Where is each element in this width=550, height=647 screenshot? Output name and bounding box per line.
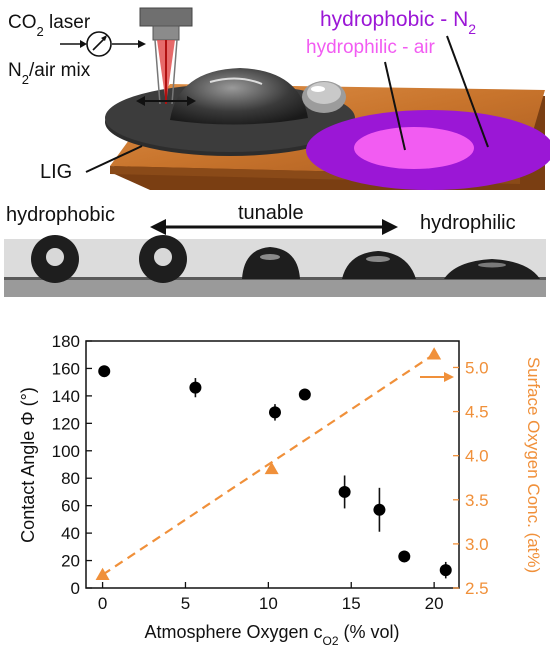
droplet-3: [242, 247, 300, 279]
tunable-arrow: [150, 219, 398, 235]
laser-label: CO2 laser: [8, 12, 91, 39]
y2-tick-label-4: 4.5: [465, 403, 489, 422]
y-tick-label-6: 120: [52, 414, 80, 433]
wettability-pattern: [306, 110, 550, 190]
contact-angle-point-3: [298, 388, 311, 401]
y-tick-label-1: 20: [61, 552, 80, 571]
droplet-4: [342, 251, 416, 279]
x-tick-label-1: 5: [181, 594, 190, 613]
small-droplet: [302, 81, 346, 113]
x-axis-ticks: 0 5 10 15 20: [98, 582, 444, 613]
y2-tick-label-5: 5.0: [465, 358, 489, 377]
y-tick-label-2: 40: [61, 524, 80, 543]
hydrophilic-label: hydrophilic - air: [306, 37, 435, 58]
y-axis-ticks: 0 20 40 60 80 100 120 140 160 180: [52, 332, 92, 598]
y-tick-label-5: 100: [52, 442, 80, 461]
y-tick-label-9: 180: [52, 332, 80, 351]
surface-oxygen-point-1: [264, 461, 279, 475]
x-tick-label-0: 0: [98, 594, 107, 613]
contact-angle-point-0: [98, 365, 111, 378]
x-tick-label-2: 10: [259, 594, 278, 613]
y-tick-label-7: 140: [52, 387, 80, 406]
hydrophobic-label: hydrophobic - N2: [320, 8, 476, 37]
laser-head: [139, 7, 193, 105]
contact-angle-series: [98, 365, 452, 579]
x-tick-label-3: 15: [342, 594, 361, 613]
droplet-strip: hydrophobic tunable hydrophilic: [4, 202, 546, 297]
contact-angle-point-7: [439, 564, 452, 577]
droplet-2: [139, 235, 187, 283]
droplet-5: [444, 259, 540, 279]
y-axis-label: Contact Angle Φ (°): [18, 387, 38, 543]
large-droplet: [170, 68, 308, 125]
gas-inlet: [60, 40, 146, 48]
y2-tick-label-1: 3.0: [465, 535, 489, 554]
contact-angle-point-6: [398, 550, 411, 563]
scan-arrow: [136, 96, 196, 106]
y2-tick-label-0: 2.5: [465, 579, 489, 598]
y-tick-label-8: 160: [52, 359, 80, 378]
y2-axis-indicator-arrow: [420, 372, 454, 382]
y-tick-label-0: 0: [71, 579, 80, 598]
y2-tick-label-2: 3.5: [465, 491, 489, 510]
y-tick-label-3: 60: [61, 497, 80, 516]
pressure-gauge-icon: [86, 31, 112, 57]
tunable-caption: tunable: [238, 202, 304, 224]
contact-angle-point-4: [338, 485, 351, 498]
lig-label: LIG: [40, 161, 72, 183]
surface-oxygen-point-2: [427, 347, 442, 360]
hydrophobic-caption: hydrophobic: [6, 204, 115, 226]
gas-label: N2/air mix: [8, 60, 91, 87]
surface-oxygen-point-0: [95, 567, 110, 581]
y-tick-label-4: 80: [61, 469, 80, 488]
y2-axis-label: Surface Oxygen Conc. (at%): [524, 357, 543, 573]
y2-axis-ticks: 2.5 3.0 3.5 4.0 4.5 5.0: [453, 358, 489, 598]
surface-oxygen-trendline: [101, 353, 435, 576]
surface-oxygen-series: [95, 347, 442, 581]
laser-schematic: CO2 laser N2/air mix LIG hydrophobic - N…: [8, 7, 550, 190]
y2-tick-label-3: 4.0: [465, 447, 489, 466]
hydrophilic-caption: hydrophilic: [420, 212, 516, 234]
x-tick-label-4: 20: [425, 594, 444, 613]
plot-frame: [85, 340, 460, 589]
x-axis-label: Atmosphere Oxygen cO2 (% vol): [144, 622, 399, 647]
contact-angle-point-5: [373, 503, 386, 516]
droplet-1: [31, 235, 79, 283]
contact-angle-point-1: [189, 381, 202, 394]
contact-angle-point-2: [268, 406, 281, 419]
